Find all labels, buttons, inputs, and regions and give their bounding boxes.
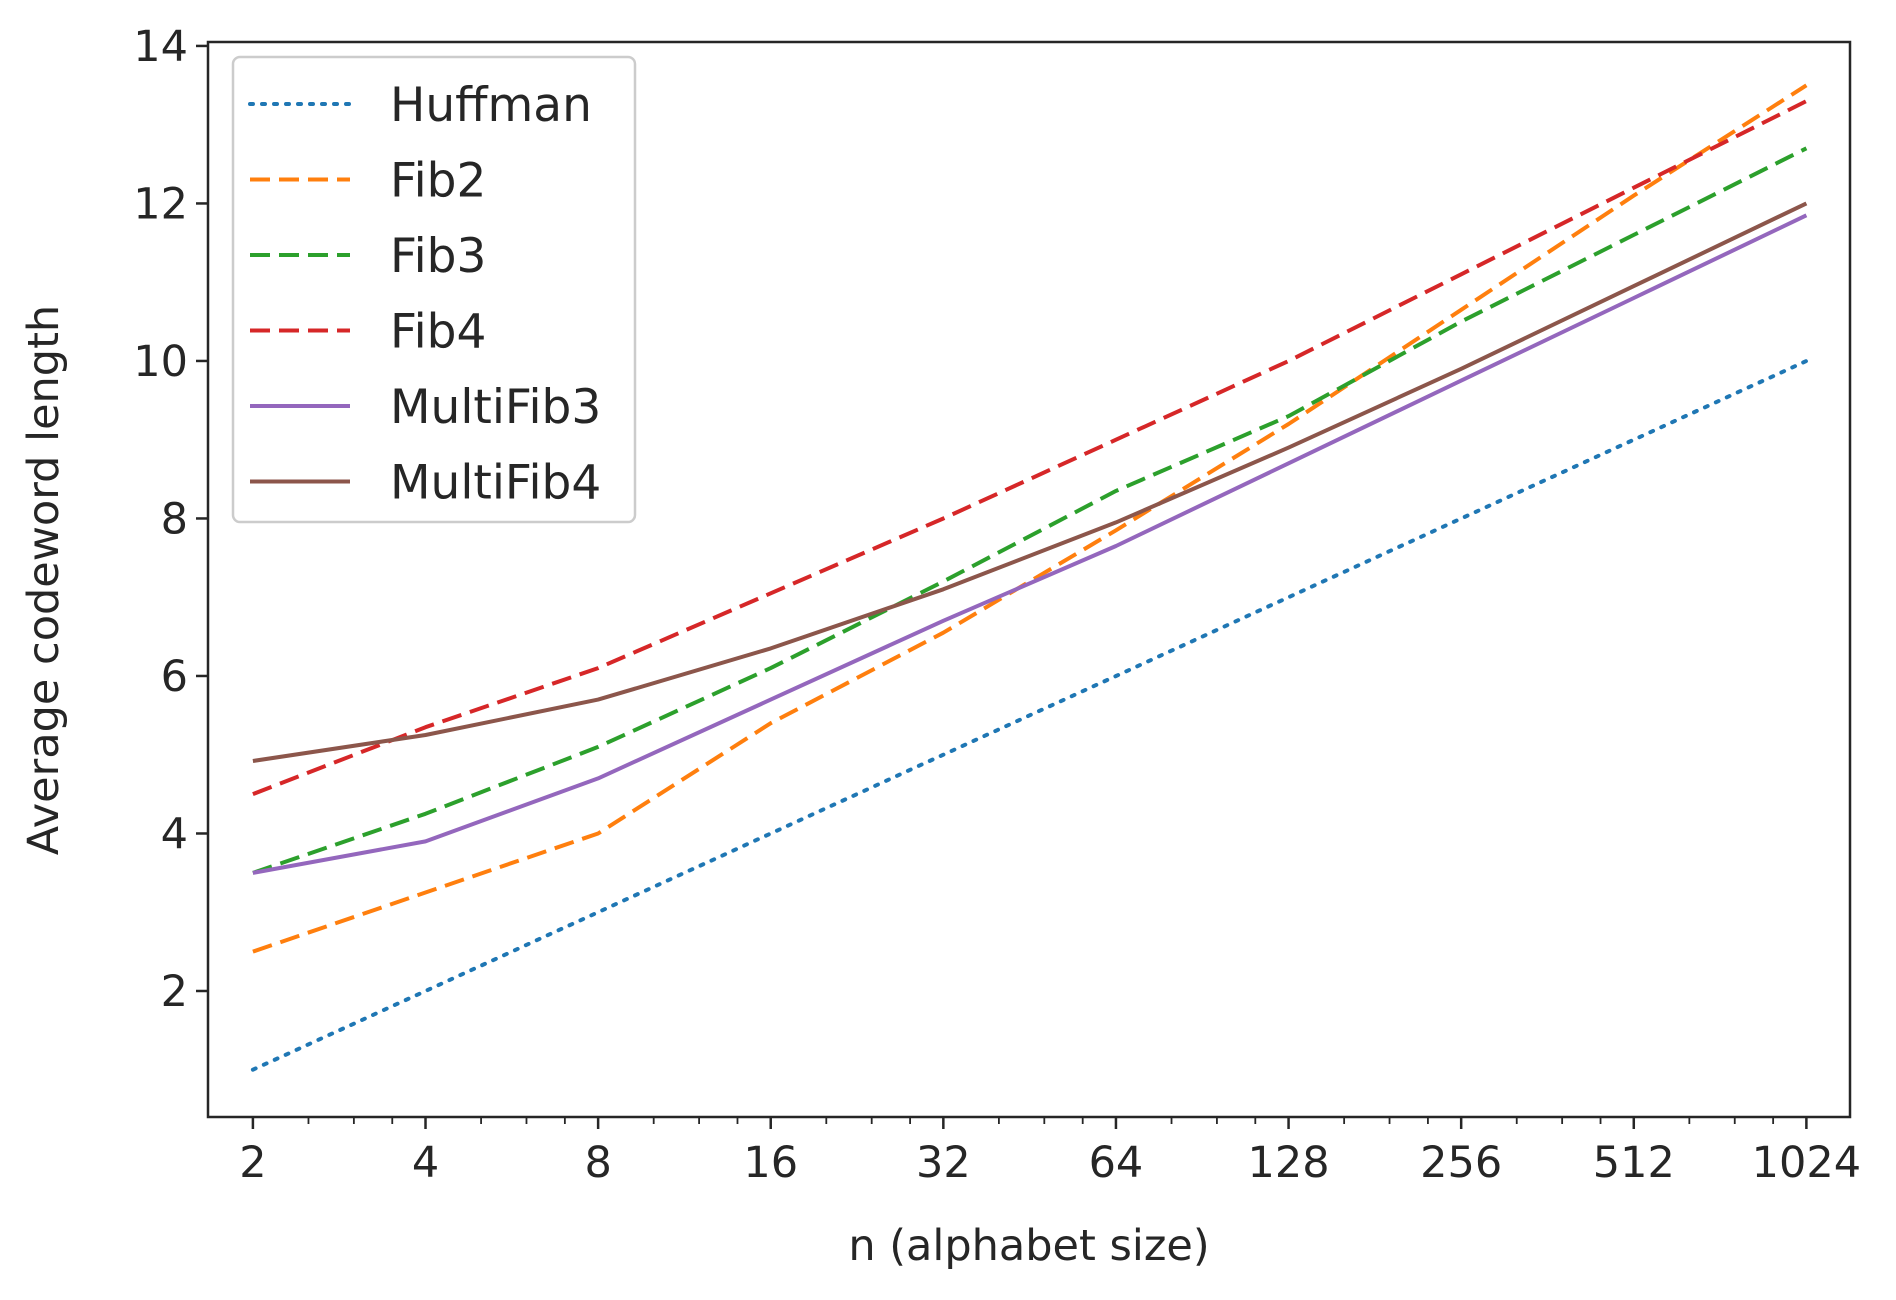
series-line-fib3 — [252, 146, 1808, 875]
legend-label: MultiFib3 — [390, 380, 601, 435]
series-line-multifib4 — [252, 201, 1808, 763]
x-tick-label: 64 — [1089, 1138, 1144, 1188]
y-tick-label: 12 — [133, 179, 188, 229]
y-axis-label: Average codeword length — [19, 305, 69, 855]
y-tick-label: 14 — [133, 22, 188, 72]
plot-frame — [206, 40, 1852, 1119]
series-line-fib2 — [252, 83, 1808, 954]
y-tick-label: 6 — [161, 652, 188, 702]
y-tick-label: 4 — [161, 809, 188, 859]
y-axis: 2 4 6 8 10 12 14 — [133, 22, 208, 1017]
x-tick-label: 32 — [916, 1138, 971, 1188]
legend-label: Fib2 — [390, 154, 486, 209]
x-tick-label: 1024 — [1752, 1138, 1861, 1188]
x-tick-label: 2 — [239, 1138, 266, 1188]
legend-label: MultiFib4 — [390, 456, 601, 511]
x-tick-label: 16 — [743, 1138, 798, 1188]
x-axis: 2 4 8 16 32 64 128 256 512 1024 — [239, 1117, 1861, 1188]
series-line-multifib3 — [252, 213, 1808, 875]
y-tick-label: 8 — [161, 494, 188, 544]
series-layer — [250, 83, 1809, 1072]
legend-label: Fib3 — [390, 229, 486, 284]
legend: Huffman Fib2 Fib3 Fib4 MultiFib3 MultiFib4 — [231, 55, 637, 524]
x-tick-label: 256 — [1420, 1138, 1502, 1188]
x-tick-label: 512 — [1593, 1138, 1675, 1188]
y-tick-label: 2 — [161, 967, 188, 1017]
y-tick-label: 10 — [133, 337, 188, 387]
x-axis-label: n (alphabet size) — [848, 1221, 1209, 1271]
legend-label: Huffman — [390, 78, 592, 133]
series-line-fib4 — [252, 99, 1808, 796]
x-tick-label: 4 — [412, 1138, 439, 1188]
series-line-huffman — [250, 359, 1809, 1072]
legend-label: Fib4 — [390, 305, 486, 360]
x-tick-label: 128 — [1248, 1138, 1330, 1188]
x-tick-label: 8 — [584, 1138, 611, 1188]
